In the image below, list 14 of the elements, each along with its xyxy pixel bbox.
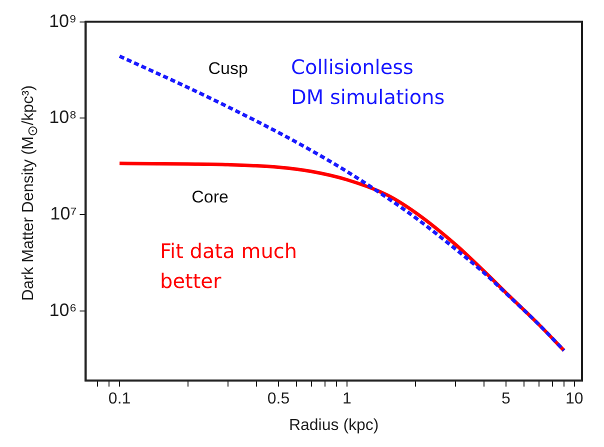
y-tick-label: 10⁹: [48, 10, 77, 31]
x-tick-label: 5: [501, 390, 510, 408]
series-label: Cusp: [208, 59, 248, 78]
annotation: Fit data much better: [160, 238, 298, 295]
y-tick-label: 10⁷: [50, 204, 77, 224]
x-axis-title: Radius (kpc): [288, 416, 379, 434]
x-tick-label: 10: [566, 390, 584, 408]
x-tick-label: 1: [342, 390, 352, 408]
x-tick-label: 0.1: [108, 390, 131, 408]
y-tick-label: 10⁸: [49, 107, 77, 128]
x-tick-label: 0.5: [267, 390, 290, 408]
series-label: Core: [192, 187, 228, 206]
annotation: Collisionless DM simulations: [291, 54, 446, 111]
y-tick-label: 10⁶: [49, 300, 77, 320]
